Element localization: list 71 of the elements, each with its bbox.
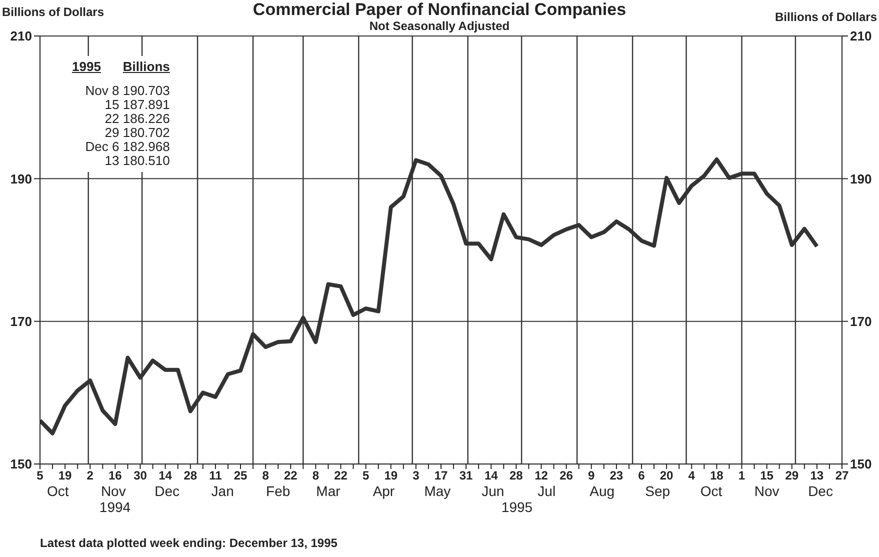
x-tick-label: 19 xyxy=(384,468,398,483)
x2-tick-label: Aug xyxy=(590,483,615,499)
annotation: 13 180.510 xyxy=(104,153,170,168)
x-tick-label: 11 xyxy=(209,468,222,483)
chart-subtitle: Not Seasonally Adjusted xyxy=(369,19,510,33)
y2-axis-title: Billions of Dollars xyxy=(774,10,877,24)
x-tick-label: 1 xyxy=(738,468,746,483)
y-tick-label: 190 xyxy=(10,171,32,186)
x-tick-label: 28 xyxy=(510,468,524,483)
x2-tick-label: Apr xyxy=(372,483,395,499)
annotation: 1995 xyxy=(72,59,101,74)
chart-title: Commercial Paper of Nonfinancial Companies xyxy=(252,0,626,19)
x-tick-label: 22 xyxy=(334,468,348,483)
x-tick-label: 19 xyxy=(58,468,72,483)
x2-tick-label: May xyxy=(424,483,451,499)
x-tick-label: 29 xyxy=(785,468,799,483)
y2-tick-label: 190 xyxy=(850,171,872,186)
x-tick-label: 9 xyxy=(588,468,596,483)
x-tick-label: 5 xyxy=(36,468,44,483)
x2-tick-label: Mar xyxy=(316,483,341,499)
x2-tick-label: Oct xyxy=(47,483,69,499)
x-tick-label: 8 xyxy=(262,468,270,483)
y2-tick-label: 170 xyxy=(850,314,872,329)
y2-tick-label: 150 xyxy=(850,456,872,472)
x-tick-label: 6 xyxy=(638,468,646,483)
x-tick-label: 23 xyxy=(610,468,624,483)
x2-tick-label: Dec xyxy=(154,483,180,499)
text: Latest data plotted week ending: December 13, 1995 xyxy=(40,536,338,550)
annotation: 29 180.702 xyxy=(104,125,170,140)
x-tick-label: 2 xyxy=(86,468,94,483)
x-tick-label: 8 xyxy=(312,468,320,483)
annotation: Dec 6 182.968 xyxy=(84,139,170,154)
x-tick-label: 16 xyxy=(108,468,122,483)
x-tick-label: 25 xyxy=(234,468,248,483)
y2-tick-label: 210 xyxy=(850,28,872,44)
x-tick-label: 26 xyxy=(560,468,574,483)
x-tick-label: 13 xyxy=(810,468,824,483)
annotation: Nov 8 190.703 xyxy=(84,83,170,98)
x2-tick-label: Nov xyxy=(754,483,780,499)
x2-tick-label: Dec xyxy=(808,483,833,499)
x-tick-label: 14 xyxy=(484,468,498,483)
x-tick-label: 15 xyxy=(760,468,774,483)
x2-tick-label: Sep xyxy=(645,483,670,499)
y-axis-title: Billions of Dollars xyxy=(2,5,104,19)
annotation: 15 187.891 xyxy=(104,97,170,112)
x2-tick-label: Jul xyxy=(538,483,556,499)
x-tick-label: 17 xyxy=(434,468,448,483)
x-tick-label: 4 xyxy=(688,468,696,483)
x-tick-label: 22 xyxy=(284,468,298,483)
x-tick-label: 31 xyxy=(459,468,474,483)
x-tick-label: 28 xyxy=(184,468,198,483)
x-tick-label: 20 xyxy=(660,468,674,483)
x2-tick-label: Oct xyxy=(700,483,722,499)
y-tick-label: 150 xyxy=(10,456,32,472)
x2-tick-label: Jan xyxy=(211,483,234,499)
x-tick-label: 12 xyxy=(534,468,548,483)
text: 1995 xyxy=(501,499,533,515)
text: 1994 xyxy=(99,499,131,515)
x2-tick-label: Nov xyxy=(100,483,126,499)
y-tick-label: 170 xyxy=(10,314,32,329)
x-tick-label: 18 xyxy=(710,468,724,483)
x2-tick-label: Jun xyxy=(482,483,504,499)
x-tick-label: 14 xyxy=(158,468,172,483)
y-tick-label: 210 xyxy=(10,28,32,44)
annotation: Billions xyxy=(122,59,170,74)
x-tick-label: 5 xyxy=(362,468,370,483)
x-tick-label: 3 xyxy=(412,468,420,483)
x-tick-label: 27 xyxy=(835,468,849,483)
x-tick-label: 30 xyxy=(134,468,148,483)
annotation: 22 186.226 xyxy=(104,111,170,126)
x2-tick-label: Feb xyxy=(266,483,290,499)
